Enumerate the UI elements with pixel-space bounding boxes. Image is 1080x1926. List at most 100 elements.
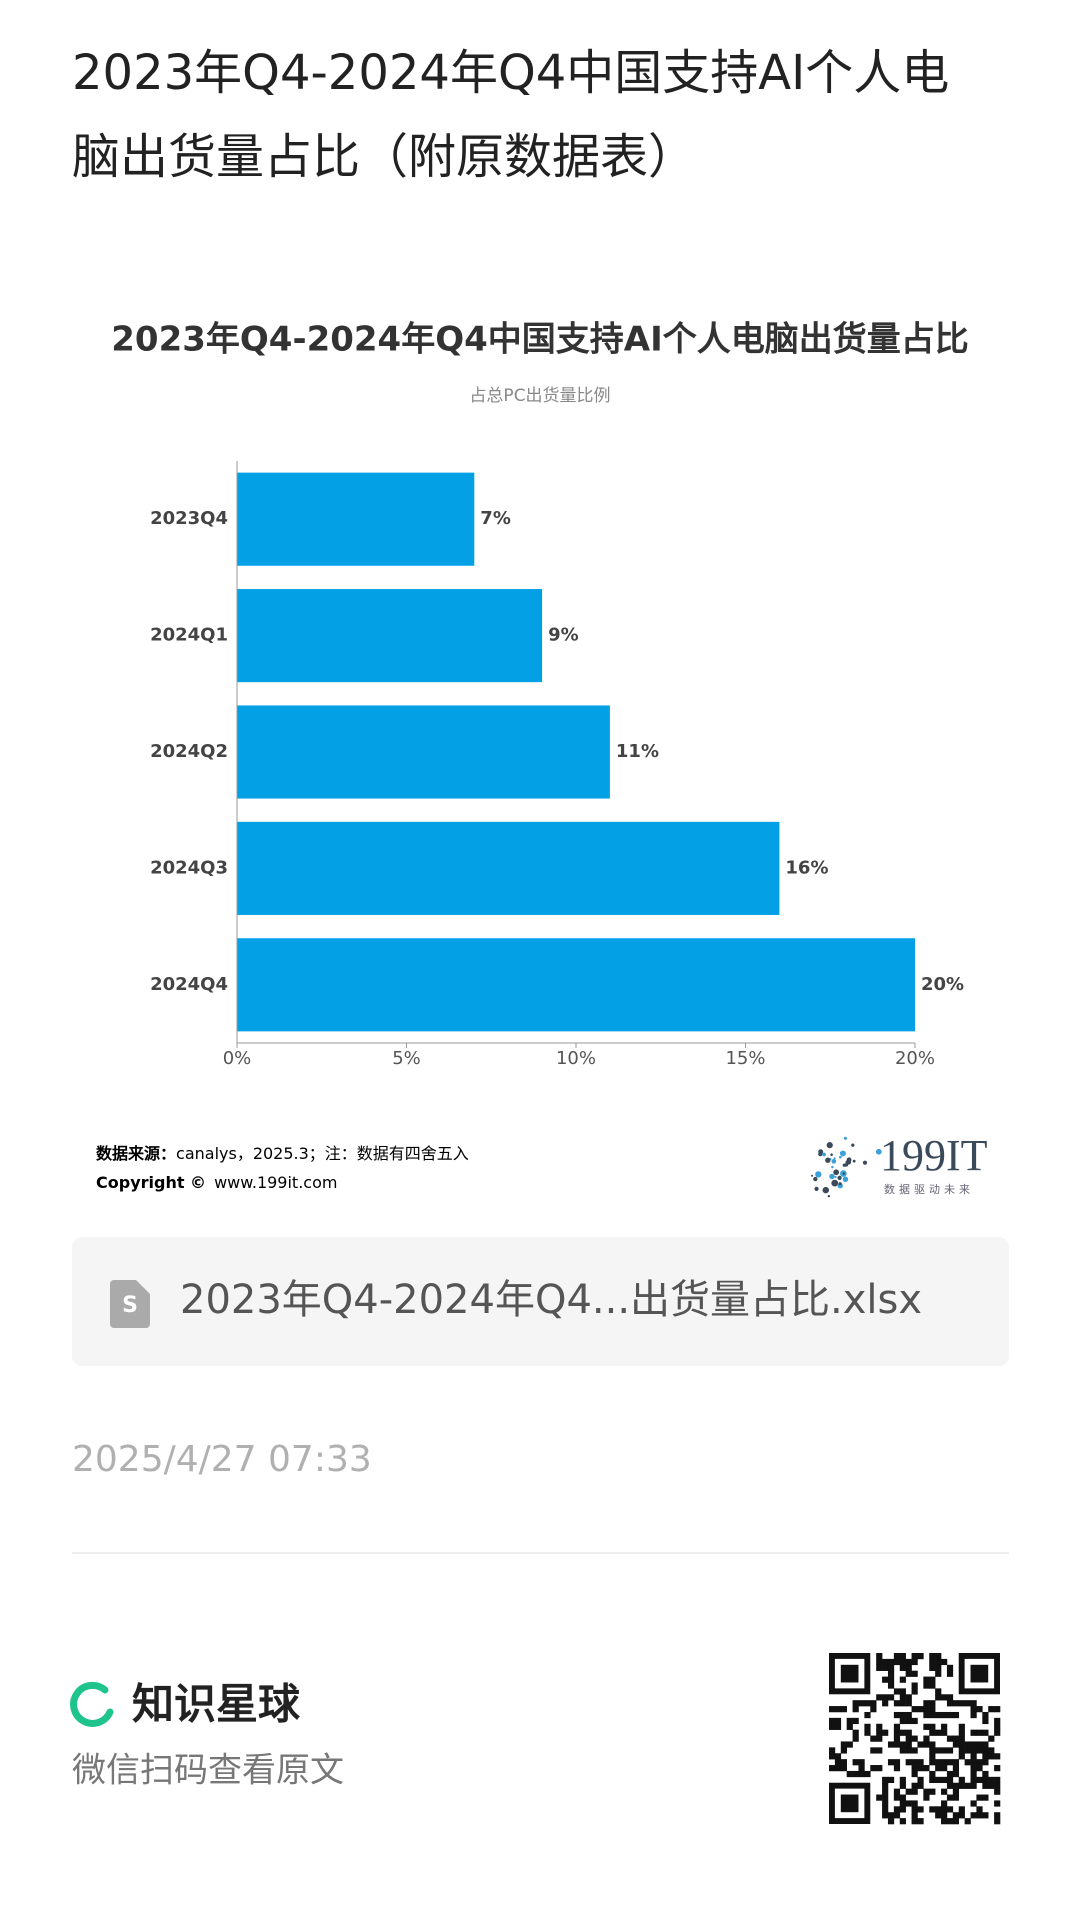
qr-cell [970,1729,977,1736]
qr-cell [935,1812,942,1819]
qr-cell [858,1770,865,1778]
qr-cell [935,1759,942,1766]
qr-cell [899,1794,906,1801]
y-tick-label: 2024Q2 [150,741,228,762]
qr-cell [882,1664,889,1671]
qr-finder [970,1664,989,1683]
qr-cell [864,1770,871,1778]
qr-code[interactable] [829,1653,1001,1825]
qr-cell [994,1765,1001,1772]
logo-dot [852,1159,856,1163]
qr-cell [941,1800,948,1807]
qr-cell [882,1800,889,1807]
logo-dot [842,1172,846,1175]
qr-cell [893,1806,901,1813]
qr-cell [905,1717,912,1725]
qr-cell [893,1735,901,1742]
qr-cell [923,1700,930,1707]
qr-cell [917,1765,924,1772]
qr-cell [911,1670,918,1677]
y-tick-label: 2024Q3 [150,857,228,878]
logo-name: 199IT [880,1131,988,1180]
qr-cell [917,1741,924,1748]
qr-cell [929,1676,936,1683]
qr-cell [976,1741,983,1748]
qr-cell [876,1794,883,1801]
qr-cell [952,1794,960,1801]
qr-cell [887,1818,895,1825]
qr-cell [946,1776,954,1784]
qr-cell [917,1782,924,1789]
qr-cell [882,1806,889,1813]
qr-cell [864,1711,871,1719]
qr-cell [958,1729,965,1736]
qr-cell [952,1765,960,1772]
value-label: 16% [785,857,828,878]
qr-cell [941,1806,948,1813]
qr-cell [923,1794,930,1801]
qr-cell [982,1812,989,1819]
qr-cell [970,1765,977,1772]
qr-cell [911,1818,918,1825]
qr-cell [952,1700,960,1707]
qr-cell [976,1765,983,1772]
qr-cell [911,1812,918,1819]
page-title: 2023年Q4-2024年Q4中国支持AI个人电 [72,45,949,101]
qr-cell [917,1806,924,1813]
qr-cell [899,1729,906,1736]
qr-cell [964,1747,971,1754]
qr-cell [994,1723,1001,1730]
qr-cell [887,1682,895,1689]
brand-caption: 微信扫码查看原文 [72,1751,344,1791]
copyright-text: www.199it.com [214,1173,337,1192]
qr-cell [829,1753,836,1760]
qr-cell [911,1788,918,1795]
qr-cell [994,1782,1001,1789]
qr-cell [982,1729,989,1736]
copyright-label: Copyright © [96,1173,206,1192]
page-title: 脑出货量占比（附原数据表） [72,129,696,185]
qr-cell [941,1812,948,1819]
qr-cell [929,1806,936,1813]
qr-cell [911,1782,918,1789]
logo-dot [829,1173,835,1180]
qr-cell [870,1765,877,1772]
qr-cell [893,1794,901,1801]
logo-dot [838,1182,842,1186]
qr-cell [970,1700,977,1707]
logo-dot [842,1176,849,1183]
logo-dot [845,1160,850,1165]
qr-cell [858,1700,865,1707]
qr-cell [994,1788,1001,1795]
qr-cell [882,1776,889,1784]
qr-cell [905,1800,912,1807]
bar [237,589,543,683]
qr-cell [988,1776,995,1784]
qr-cell [970,1800,977,1807]
qr-cell [911,1765,918,1772]
qr-cell [864,1723,871,1730]
qr-cell [893,1812,901,1819]
qr-cell [887,1658,895,1666]
qr-cell [976,1776,983,1784]
file-card[interactable] [72,1237,1009,1366]
qr-cell [899,1800,906,1807]
qr-cell [846,1717,853,1725]
qr-cell [982,1741,989,1748]
file-name[interactable]: 2023年Q4-2024年Q4...出货量占比.xlsx [180,1277,922,1323]
qr-cell [941,1776,948,1784]
qr-cell [846,1770,853,1778]
qr-cell [982,1711,989,1719]
qr-cell [834,1753,842,1760]
qr-cell [887,1670,895,1677]
qr-cell [899,1818,906,1825]
qr-cell [887,1776,895,1784]
qr-cell [958,1700,965,1707]
qr-cell [946,1794,954,1801]
qr-cell [988,1753,995,1760]
qr-cell [994,1800,1001,1807]
logo-dot [833,1157,836,1160]
qr-cell [893,1711,901,1719]
qr-cell [929,1776,936,1784]
qr-cell [935,1653,942,1660]
